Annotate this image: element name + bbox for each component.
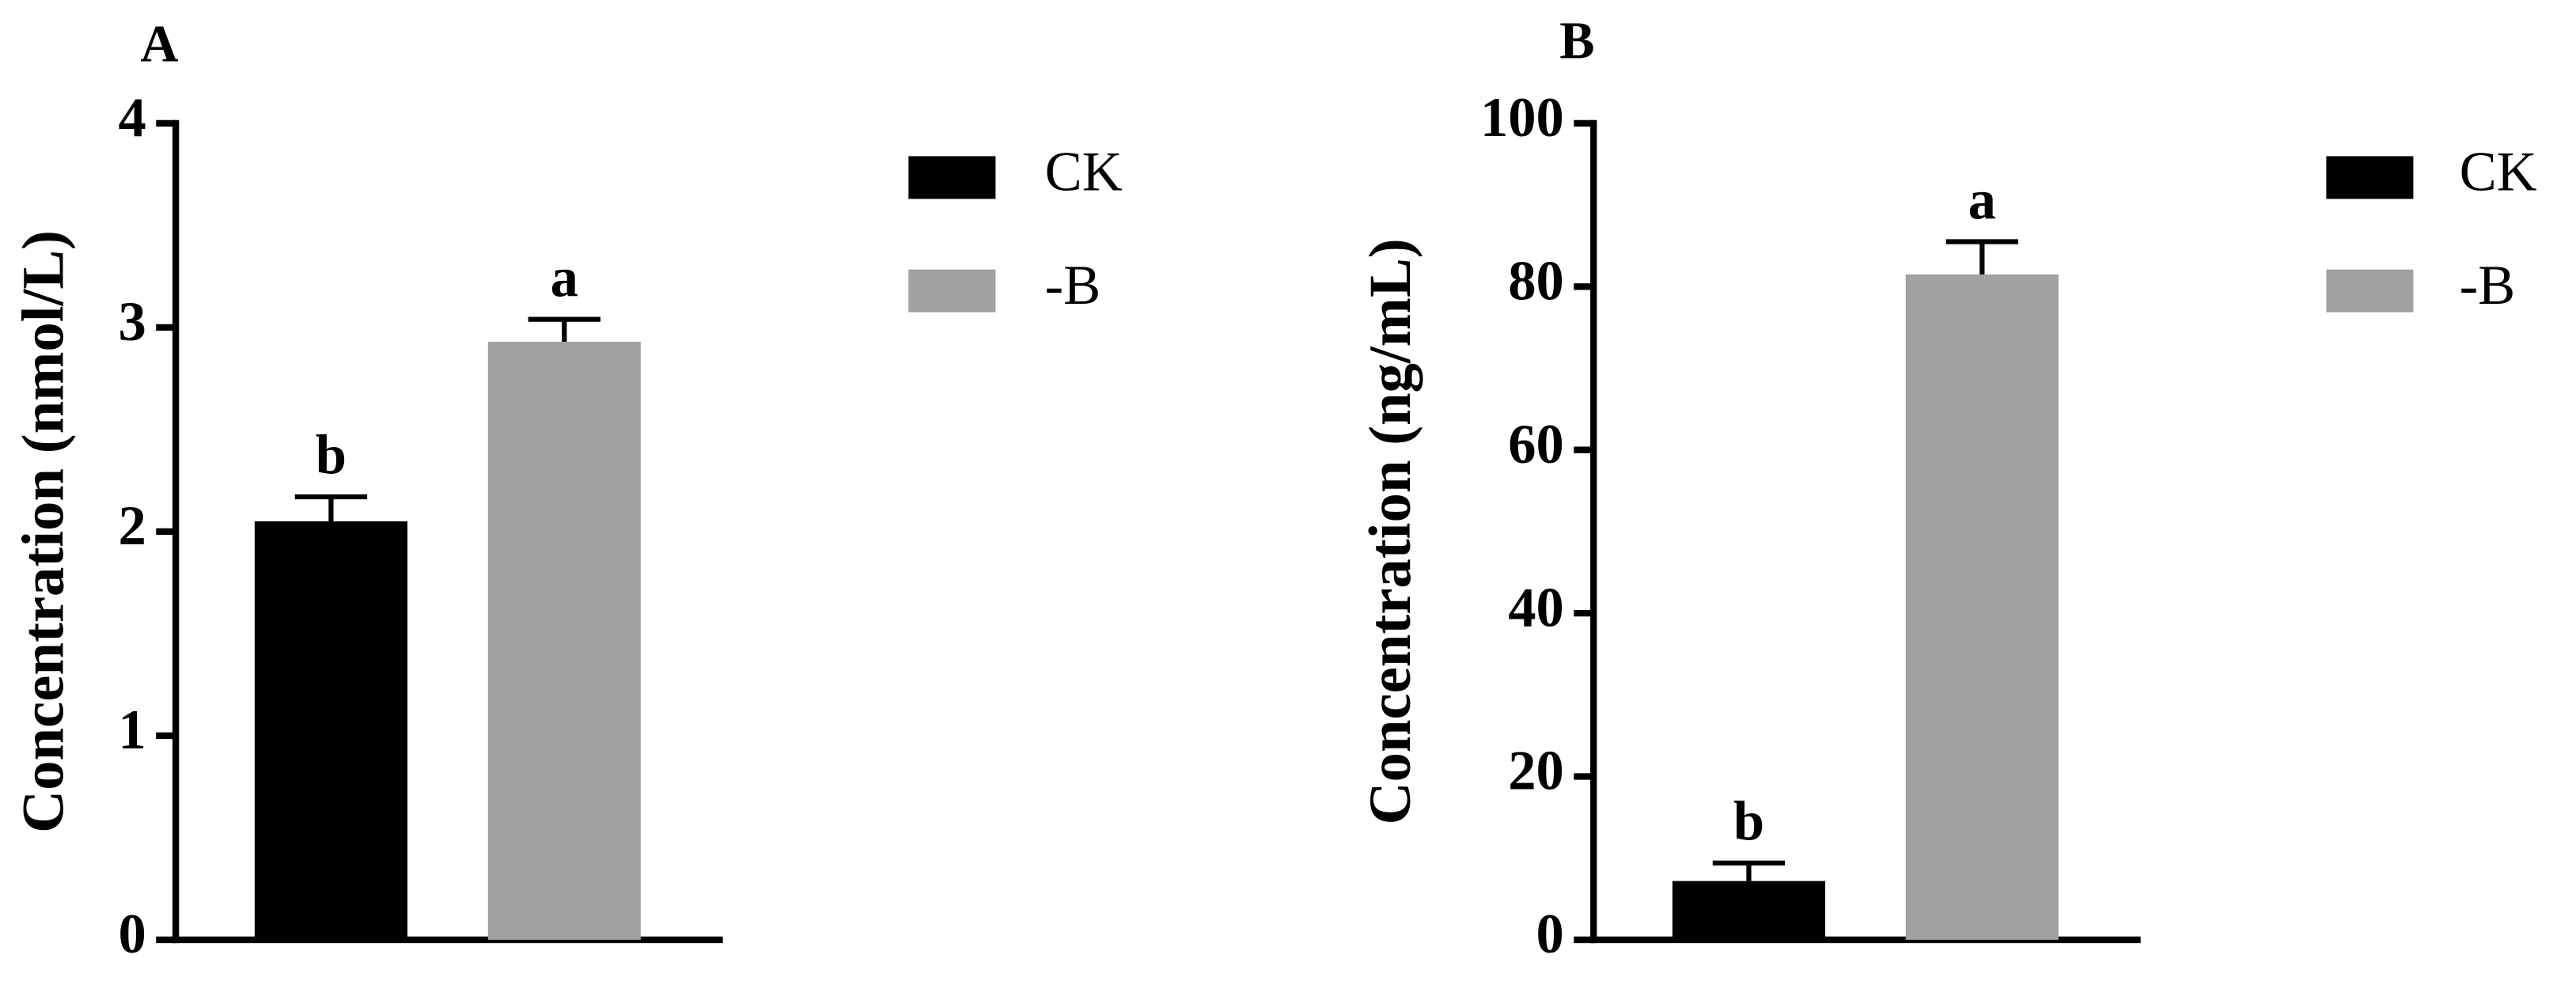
y-axis-label: Concentration (nmol/L) [10,230,76,833]
y-tick-label: 20 [1508,740,1564,802]
bar [1905,274,2059,940]
y-tick-label: 40 [1508,577,1564,638]
bar [487,341,641,940]
panel-title: B [1559,13,1594,70]
legend-swatch [2326,156,2414,199]
legend-swatch [2326,269,2414,312]
legend-label: -B [1045,255,1101,316]
significance-letter: a [551,247,578,309]
significance-letter: b [316,425,347,487]
y-axis-label: Concentration (ng/mL) [1358,238,1423,824]
legend-swatch [908,156,996,199]
y-tick-label: 1 [119,699,146,761]
y-tick-label: 0 [119,903,146,965]
y-tick-label: 100 [1480,87,1564,149]
chart-panel: B Concentration (ng/mL) 0 20 40 60 80 100 b CK a -B [1358,13,2536,966]
legend-label: -B [2460,255,2516,316]
panel-title: A [140,16,178,74]
y-tick-label: 0 [1536,903,1564,965]
significance-letter: b [1733,790,1764,852]
chart-panel: A Concentration (nmol/L) 0 1 2 3 4 b CK a -B [10,16,1122,965]
y-tick-label: 60 [1508,414,1564,475]
y-tick-label: 2 [119,495,146,557]
y-tick-label: 4 [119,87,146,149]
bar [254,521,407,940]
legend-swatch [908,269,996,312]
legend-label: CK [2460,142,2537,203]
legend-label: CK [1045,142,1123,203]
bar [1672,881,1826,940]
significance-letter: a [1968,169,1996,231]
y-tick-label: 3 [119,291,146,353]
y-tick-label: 80 [1508,251,1564,312]
